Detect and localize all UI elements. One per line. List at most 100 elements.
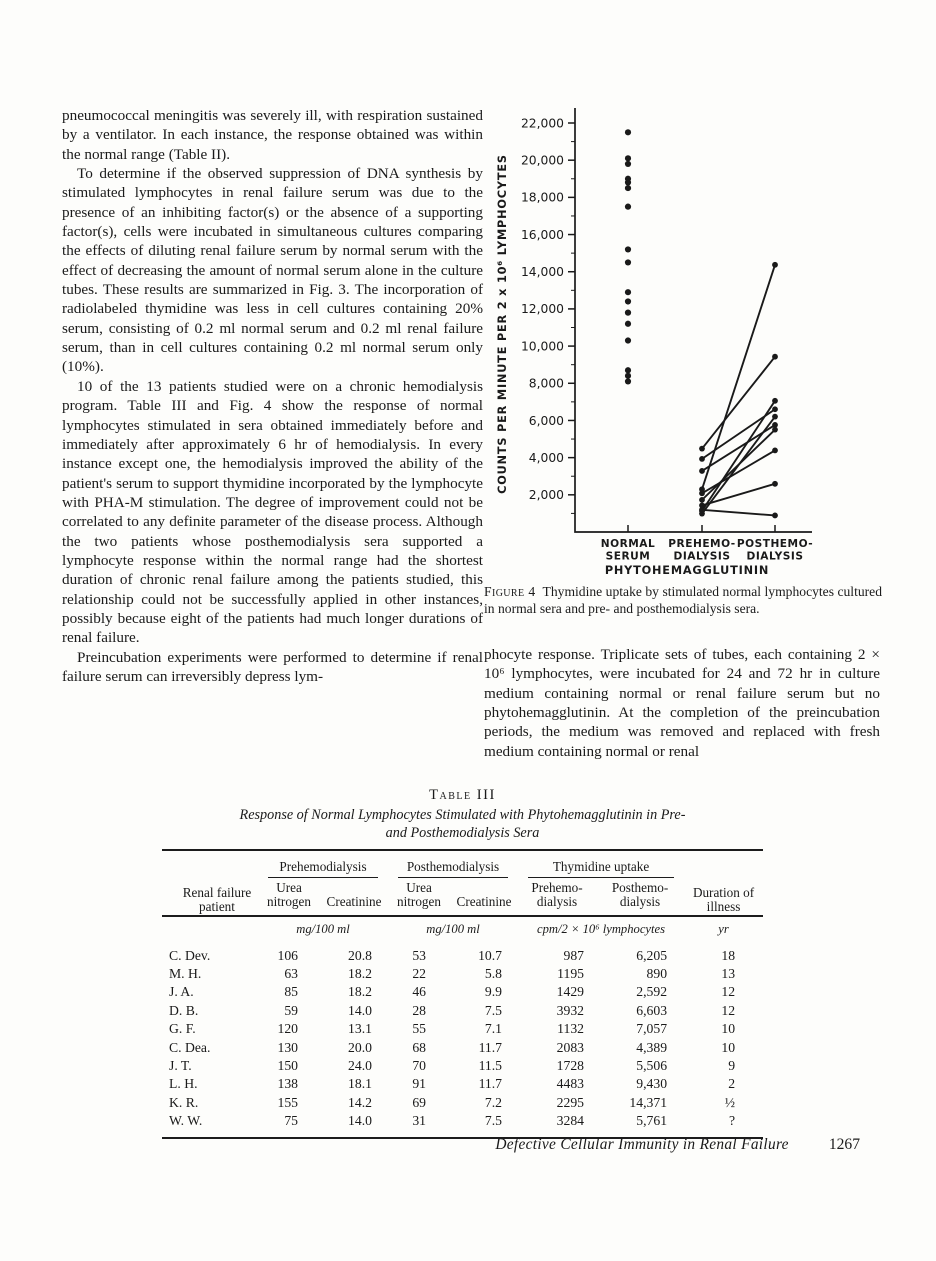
table-row: K. R. 155 14.2 69 7.2 2295 14,371 ½ xyxy=(162,1094,763,1112)
figure-caption: Figure 4 Thymidine uptake by stimulated … xyxy=(484,583,882,618)
figure-caption-label: Figure 4 xyxy=(484,584,536,599)
dialysis-line xyxy=(701,356,776,450)
dialysis-line xyxy=(701,424,776,472)
table-title-line2: and Posthemodialysis Sera xyxy=(385,825,540,841)
table-row: J. T. 150 24.0 70 11.5 1728 5,506 9 xyxy=(162,1057,763,1075)
units-empty xyxy=(162,916,258,943)
table-row: D. B. 59 14.0 28 7.5 3932 6,603 12 xyxy=(162,1002,763,1020)
table-cell: 55 xyxy=(412,1021,426,1037)
posthemodialysis-point xyxy=(772,421,778,428)
table-cell: 14.2 xyxy=(348,1094,372,1110)
table-cell: 3932 xyxy=(556,1002,585,1018)
table-cell: 63 xyxy=(284,965,298,981)
table-cell: 31 xyxy=(412,1113,426,1129)
normal-serum-point xyxy=(624,246,632,253)
prehemodialysis-point xyxy=(699,445,705,452)
paragraph: To determine if the observed suppression… xyxy=(62,165,483,376)
running-title: Defective Cellular Immunity in Renal Fai… xyxy=(495,1136,789,1153)
units-row: mg/100 ml mg/100 ml cpm/2 × 10⁶ lymphocy… xyxy=(162,916,763,943)
table-cell: 5.8 xyxy=(484,965,503,981)
table-cell: C. Dev. xyxy=(169,947,211,963)
normal-serum-point xyxy=(624,259,632,266)
y-tick-label: 18,000 xyxy=(521,191,564,205)
prehemodialysis-point xyxy=(699,502,705,509)
posthemodialysis-point xyxy=(772,447,778,454)
table-cell: 7.1 xyxy=(484,1021,503,1037)
posthemodialysis-point xyxy=(772,413,778,420)
right-text-column: phocyte response. Triplicate sets of tub… xyxy=(484,645,880,761)
y-tick-label: 8,000 xyxy=(529,377,564,391)
group-header-thymidine-uptake: Thymidine uptake xyxy=(518,850,684,878)
table-row: C. Dev. 106 20.8 53 10.7 987 6,205 18 xyxy=(162,943,763,965)
table-body: C. Dev. 106 20.8 53 10.7 987 6,205 18 M. H. 63 18.… xyxy=(162,943,763,1138)
dialysis-line xyxy=(701,400,776,512)
table-cell: 14,371 xyxy=(629,1094,668,1110)
table-cell: 1195 xyxy=(557,965,585,981)
y-tick-label: 2,000 xyxy=(529,488,564,502)
table-cell: 9.9 xyxy=(484,984,503,1000)
table-cell: 20.0 xyxy=(348,1039,372,1055)
x-category-label: PREHEMO-DIALYSIS xyxy=(668,538,735,563)
normal-serum-point xyxy=(624,289,632,296)
col-header-thymidine-post: Posthemo- dialysis xyxy=(611,879,669,909)
table-cell: D. B. xyxy=(169,1002,199,1018)
y-tick-label: 6,000 xyxy=(529,414,564,428)
table-cell: 70 xyxy=(412,1057,426,1073)
table-cell: 1429 xyxy=(556,984,585,1000)
table-iii: Renal failure patient Prehemodialysis Po… xyxy=(162,849,764,1139)
table-cell: 18 xyxy=(721,947,736,963)
paragraph: 10 of the 13 patients studied were on a … xyxy=(62,377,483,647)
table-cell: 53 xyxy=(412,947,426,963)
table-cell: 7.2 xyxy=(484,1094,503,1110)
table-cell: 2083 xyxy=(556,1039,585,1055)
table-cell: 59 xyxy=(284,1002,298,1018)
col-header-creatinine-post: Creatinine xyxy=(456,894,512,909)
table-iii-block: Table III Response of Normal Lymphocytes… xyxy=(162,787,764,1139)
units-duration: yr xyxy=(718,921,729,936)
x-axis-title: PHYTOHEMAGGLUTININ xyxy=(605,564,769,577)
table-cell: 46 xyxy=(412,984,426,1000)
table-cell: 69 xyxy=(412,1094,426,1110)
units-pre: mg/100 ml xyxy=(296,921,350,936)
posthemodialysis-point xyxy=(772,406,778,413)
dialysis-line xyxy=(701,428,776,501)
posthemodialysis-point xyxy=(772,426,778,433)
dialysis-line xyxy=(701,264,776,490)
table-cell: 28 xyxy=(412,1002,426,1018)
col-header-duration: Duration of illness xyxy=(692,884,755,914)
y-axis-title: COUNTS PER MINUTE PER 2 x 10⁶ LYMPHOCYTE… xyxy=(496,154,509,494)
normal-serum-point xyxy=(624,378,632,385)
normal-serum-point xyxy=(624,179,632,186)
table-cell: 24.0 xyxy=(348,1057,372,1073)
table-cell: 7,057 xyxy=(636,1021,668,1037)
normal-serum-point xyxy=(624,160,632,167)
posthemodialysis-point xyxy=(772,261,778,268)
prehemodialysis-point xyxy=(699,468,705,474)
table-cell: 138 xyxy=(277,1076,298,1092)
prehemodialysis-point xyxy=(699,508,705,514)
table-cell: 7.5 xyxy=(484,1002,503,1018)
table-cell: 13 xyxy=(721,965,736,981)
normal-serum-point xyxy=(624,129,632,136)
table-cell: 106 xyxy=(277,947,298,963)
table-cell: 2295 xyxy=(556,1094,585,1110)
table-cell: 155 xyxy=(277,1094,298,1110)
y-tick-label: 20,000 xyxy=(521,153,564,167)
table-row: W. W. 75 14.0 31 7.5 3284 5,761? xyxy=(162,1112,763,1137)
posthemodialysis-point xyxy=(772,353,778,360)
table-cell: 75 xyxy=(284,1113,298,1129)
x-category-label: POSTHEMO-DIALYSIS xyxy=(737,538,813,563)
table-cell: 18.2 xyxy=(348,984,372,1000)
table-cell: M. H. xyxy=(169,965,202,981)
table-row: G. F. 120 13.1 55 7.1 1132 7,057 10 xyxy=(162,1020,763,1038)
y-tick-label: 12,000 xyxy=(521,302,564,316)
col-header-creatinine-pre: Creatinine xyxy=(326,894,382,909)
table-cell: 68 xyxy=(412,1039,426,1055)
col-header-thymidine-pre: Prehemo- dialysis xyxy=(531,879,583,909)
normal-serum-point xyxy=(624,309,632,316)
table-cell: 6,205 xyxy=(636,947,668,963)
table-cell: 85 xyxy=(284,984,298,1000)
table-cell: ? xyxy=(728,1113,736,1129)
table-header: Renal failure patient Prehemodialysis Po… xyxy=(162,850,764,916)
dialysis-line xyxy=(701,449,776,495)
